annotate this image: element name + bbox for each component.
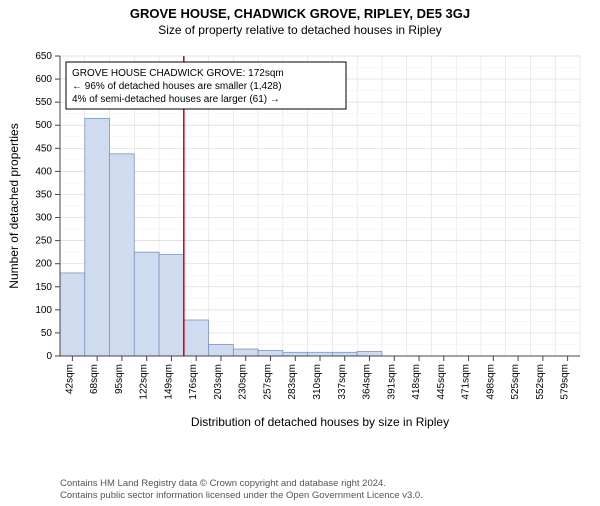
x-tick-label: 498sqm [485,364,496,400]
y-tick-label: 350 [35,189,52,200]
x-tick-label: 122sqm [139,364,150,400]
bar [332,352,357,356]
chart-title-main: GROVE HOUSE, CHADWICK GROVE, RIPLEY, DE5… [0,6,600,21]
y-tick-label: 450 [35,143,52,154]
bar [184,320,209,356]
x-tick-label: 579sqm [560,364,571,400]
y-tick-label: 650 [35,51,52,62]
x-tick-label: 230sqm [238,364,249,400]
bar [60,273,85,356]
x-tick-label: 364sqm [362,364,373,400]
y-tick-label: 600 [35,74,52,85]
bar [258,350,283,356]
bar [209,344,234,356]
footer-line-2: Contains public sector information licen… [60,490,423,502]
bar [233,349,258,356]
x-tick-label: 95sqm [114,364,125,394]
y-tick-label: 550 [35,97,52,108]
x-tick-label: 337sqm [337,364,348,400]
y-axis-label: Number of detached properties [7,123,21,288]
footer-line-1: Contains HM Land Registry data © Crown c… [60,478,423,490]
x-tick-label: 203sqm [213,364,224,400]
x-tick-label: 525sqm [510,364,521,400]
x-tick-label: 149sqm [163,364,174,400]
annotation-line: ← 96% of detached houses are smaller (1,… [72,81,282,92]
x-tick-label: 391sqm [386,364,397,400]
y-tick-label: 150 [35,282,52,293]
bar [110,154,135,356]
y-tick-label: 100 [35,305,52,316]
x-tick-label: 310sqm [312,364,323,400]
x-tick-label: 68sqm [89,364,100,394]
bar [134,252,159,356]
annotation-line: GROVE HOUSE CHADWICK GROVE: 172sqm [72,68,284,79]
x-tick-label: 257sqm [262,364,273,400]
bar [85,118,110,356]
y-tick-label: 50 [41,328,53,339]
y-tick-label: 200 [35,259,52,270]
y-tick-label: 400 [35,166,52,177]
x-axis-label: Distribution of detached houses by size … [191,415,449,429]
x-tick-label: 42sqm [64,364,75,394]
chart-title-sub: Size of property relative to detached ho… [0,23,600,37]
chart-svg: 0 50 100 150 200 250 300 350 400 450 500 550 600 650 4… [0,46,600,456]
footer-attribution: Contains HM Land Registry data © Crown c… [60,478,423,502]
x-tick-label: 283sqm [287,364,298,400]
bar [283,352,308,356]
y-tick-label: 0 [46,351,52,362]
x-tick-label: 552sqm [535,364,546,400]
x-tick-label: 418sqm [411,364,422,400]
y-tick-label: 300 [35,213,52,224]
y-tick-label: 250 [35,236,52,247]
x-tick-label: 445sqm [436,364,447,400]
bar [357,351,382,356]
x-tick-label: 176sqm [188,364,199,400]
bar [308,352,333,356]
x-tick-label: 471sqm [461,364,472,400]
bar [159,254,184,356]
y-tick-label: 500 [35,120,52,131]
annotation-line: 4% of semi-detached houses are larger (6… [72,94,280,105]
histogram-chart: 0 50 100 150 200 250 300 350 400 450 500 550 600 650 4… [0,46,600,456]
